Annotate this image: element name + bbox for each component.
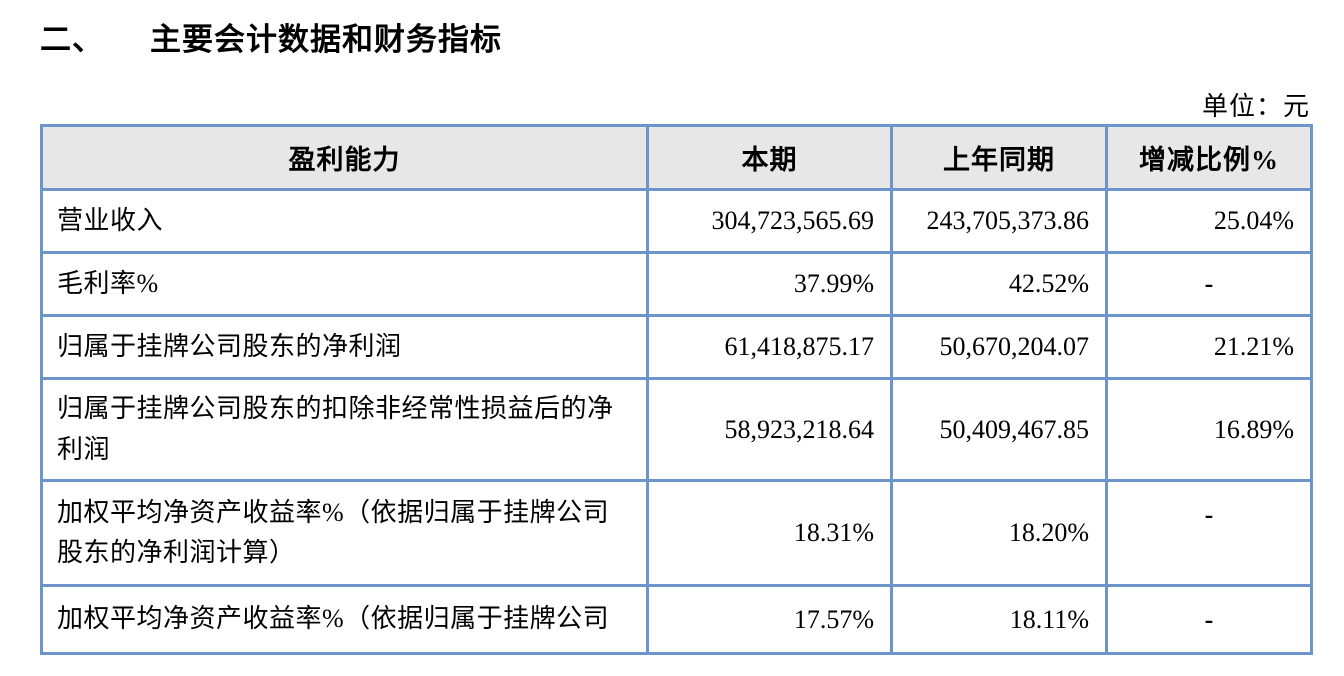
row-label: 归属于挂牌公司股东的扣除非经常性损益后的净利润 xyxy=(40,377,649,482)
unit-label: 单位：元 xyxy=(1201,92,1310,121)
header-current-period: 本期 xyxy=(646,124,893,191)
current-value: 37.99% xyxy=(646,251,893,317)
prior-value: 18.11% xyxy=(890,584,1108,655)
table-row-weighted-avg-roe-excl: 加权平均净资产收益率%（依据归属于挂牌公司 17.57% 18.11% - xyxy=(40,584,1313,655)
page-title: 二、 主要会计数据和财务指标 xyxy=(40,14,502,59)
current-value: 304,723,565.69 xyxy=(646,188,893,254)
prior-value: 50,670,204.07 xyxy=(890,314,1108,380)
row-label: 毛利率% xyxy=(40,251,649,317)
header-profitability: 盈利能力 xyxy=(40,124,649,191)
row-label: 加权平均净资产收益率%（依据归属于挂牌公司 xyxy=(40,584,649,655)
financial-indicators-table: 盈利能力 本期 上年同期 增减比例% 营业收入 304,723,565.69 2… xyxy=(40,124,1313,655)
change-value: - xyxy=(1105,584,1313,655)
header-change-ratio: 增减比例% xyxy=(1105,124,1313,191)
change-value: 21.21% xyxy=(1105,314,1313,380)
prior-value: 243,705,373.86 xyxy=(890,188,1108,254)
prior-value: 18.20% xyxy=(890,479,1108,587)
current-value: 61,418,875.17 xyxy=(646,314,893,380)
change-value: - xyxy=(1105,251,1313,317)
change-value: 16.89% xyxy=(1105,377,1313,482)
prior-value: 42.52% xyxy=(890,251,1108,317)
table-row-gross-margin: 毛利率% 37.99% 42.52% - xyxy=(40,251,1313,317)
change-value: - xyxy=(1105,479,1313,587)
current-value: 58,923,218.64 xyxy=(646,377,893,482)
current-value: 18.31% xyxy=(646,479,893,587)
current-value: 17.57% xyxy=(646,584,893,655)
row-label: 归属于挂牌公司股东的净利润 xyxy=(40,314,649,380)
row-label: 加权平均净资产收益率%（依据归属于挂牌公司股东的净利润计算） xyxy=(40,479,649,587)
table-row-net-profit-excl-nonrecurring: 归属于挂牌公司股东的扣除非经常性损益后的净利润 58,923,218.64 50… xyxy=(40,377,1313,482)
table-row-weighted-avg-roe: 加权平均净资产收益率%（依据归属于挂牌公司股东的净利润计算） 18.31% 18… xyxy=(40,479,1313,587)
header-prior-period: 上年同期 xyxy=(890,124,1108,191)
section-number: 二、 xyxy=(40,22,104,57)
table-row-operating-revenue: 营业收入 304,723,565.69 243,705,373.86 25.04… xyxy=(40,188,1313,254)
row-label: 营业收入 xyxy=(40,188,649,254)
prior-value: 50,409,467.85 xyxy=(890,377,1108,482)
table-row-net-profit: 归属于挂牌公司股东的净利润 61,418,875.17 50,670,204.0… xyxy=(40,314,1313,380)
change-value: 25.04% xyxy=(1105,188,1313,254)
section-title-text: 主要会计数据和财务指标 xyxy=(150,22,502,57)
table-header-row: 盈利能力 本期 上年同期 增减比例% xyxy=(40,124,1313,191)
